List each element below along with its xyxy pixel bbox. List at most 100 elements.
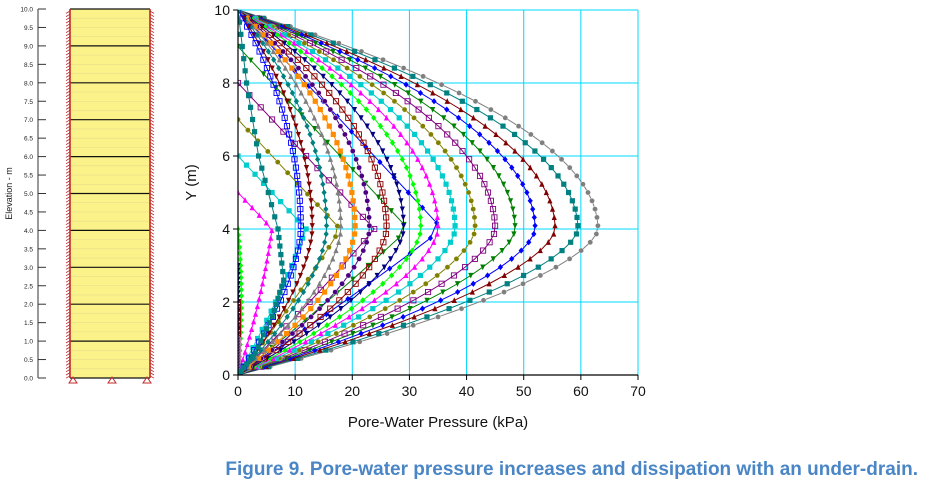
data-point-marker bbox=[389, 314, 395, 321]
data-point-marker bbox=[270, 48, 276, 55]
data-point-marker bbox=[280, 128, 287, 135]
data-point-marker bbox=[238, 281, 241, 287]
data-point-marker bbox=[355, 131, 362, 138]
data-point-marker bbox=[289, 89, 295, 97]
data-point-marker bbox=[276, 64, 282, 72]
column-boundary-hatch bbox=[149, 125, 155, 129]
data-point-marker bbox=[285, 81, 291, 88]
column-boundary-hatch bbox=[65, 260, 71, 264]
column-boundary-hatch bbox=[149, 20, 155, 24]
column-boundary-hatch bbox=[149, 161, 155, 165]
data-point-marker bbox=[299, 305, 305, 312]
data-point-marker bbox=[278, 330, 284, 337]
data-point-marker bbox=[265, 250, 271, 256]
data-point-marker bbox=[261, 332, 267, 338]
data-point-marker bbox=[341, 330, 348, 337]
data-point-marker bbox=[337, 214, 344, 220]
data-point-marker bbox=[407, 306, 413, 312]
elevation-tick-label: 8.0 bbox=[24, 80, 33, 87]
column-boundary-hatch bbox=[65, 173, 71, 177]
data-point-marker bbox=[359, 272, 366, 279]
data-point-marker bbox=[377, 73, 384, 80]
data-point-marker bbox=[360, 247, 367, 254]
data-point-marker bbox=[324, 297, 331, 304]
dissipation-series bbox=[238, 10, 558, 375]
data-point-marker bbox=[301, 40, 308, 46]
data-point-marker bbox=[344, 65, 350, 71]
data-point-marker bbox=[399, 206, 405, 213]
column-boundary-hatch bbox=[149, 330, 155, 334]
data-point-marker bbox=[327, 106, 334, 113]
column-boundary-hatch bbox=[149, 189, 155, 193]
data-point-marker bbox=[417, 214, 423, 221]
data-point-marker bbox=[552, 222, 558, 229]
data-point-marker bbox=[308, 198, 314, 204]
data-point-marker bbox=[405, 90, 411, 97]
data-point-marker bbox=[292, 48, 298, 55]
data-point-marker bbox=[309, 48, 316, 55]
data-point-marker bbox=[326, 89, 333, 97]
data-point-marker bbox=[366, 281, 372, 287]
column-boundary-hatch bbox=[65, 250, 71, 254]
data-point-marker bbox=[278, 251, 284, 258]
data-point-marker bbox=[533, 172, 540, 179]
elevation-tick-label: 7.0 bbox=[24, 117, 33, 124]
data-point-marker bbox=[303, 338, 309, 345]
data-point-marker bbox=[241, 365, 247, 371]
series-line bbox=[238, 10, 496, 375]
data-point-marker bbox=[467, 239, 473, 246]
data-point-marker bbox=[359, 213, 366, 220]
data-point-marker bbox=[291, 140, 298, 147]
data-point-marker bbox=[376, 247, 383, 254]
chart-axes: 0 10 20 30 40 50 60 70 0 2 4 6 8 10 Pore-Water Pressur… bbox=[183, 2, 646, 431]
data-point-marker bbox=[335, 189, 341, 196]
data-point-marker bbox=[295, 217, 301, 223]
column-boundary-hatch bbox=[65, 209, 71, 213]
data-point-marker bbox=[330, 56, 337, 63]
column-boundary-hatch bbox=[65, 212, 71, 216]
data-point-marker bbox=[242, 68, 248, 74]
data-point-marker bbox=[302, 73, 309, 80]
column-boundary-hatch bbox=[65, 151, 71, 155]
column-boundary-hatch bbox=[65, 145, 71, 149]
data-point-marker bbox=[458, 173, 465, 179]
data-point-marker bbox=[366, 222, 373, 229]
data-point-marker bbox=[377, 123, 384, 130]
data-point-marker bbox=[263, 219, 269, 226]
data-point-marker bbox=[282, 57, 288, 63]
data-point-marker bbox=[317, 313, 324, 320]
column-boundary-hatch bbox=[149, 154, 155, 158]
data-point-marker bbox=[239, 43, 245, 50]
data-point-marker bbox=[336, 239, 342, 245]
data-point-marker bbox=[280, 48, 286, 55]
data-point-marker bbox=[344, 288, 351, 296]
column-boundary-hatch bbox=[65, 177, 71, 181]
data-point-marker bbox=[340, 156, 346, 162]
data-point-marker bbox=[271, 56, 277, 63]
data-point-marker bbox=[329, 339, 335, 345]
data-point-marker bbox=[238, 368, 244, 374]
data-point-marker bbox=[441, 115, 447, 121]
column-boundary-hatch bbox=[65, 276, 71, 280]
data-point-marker bbox=[298, 48, 304, 55]
data-point-marker bbox=[391, 65, 397, 71]
data-point-marker bbox=[468, 272, 474, 279]
data-point-marker bbox=[285, 338, 292, 345]
data-point-marker bbox=[389, 322, 395, 328]
data-point-marker bbox=[566, 256, 573, 262]
data-point-marker bbox=[343, 256, 349, 262]
column-boundary-hatch bbox=[65, 292, 71, 296]
x-tick-label: 10 bbox=[287, 383, 303, 399]
data-point-marker bbox=[545, 239, 551, 245]
x-tick-label: 0 bbox=[234, 383, 242, 399]
data-point-marker bbox=[470, 114, 477, 121]
data-point-marker bbox=[492, 222, 499, 229]
data-point-marker bbox=[284, 280, 291, 287]
data-point-marker bbox=[240, 356, 246, 363]
column-boundary-hatch bbox=[149, 58, 155, 62]
column-boundary-hatch bbox=[65, 119, 71, 123]
data-point-marker bbox=[338, 306, 344, 312]
data-point-marker bbox=[476, 172, 484, 179]
column-boundary-hatch bbox=[65, 359, 71, 363]
data-point-marker bbox=[345, 114, 352, 121]
